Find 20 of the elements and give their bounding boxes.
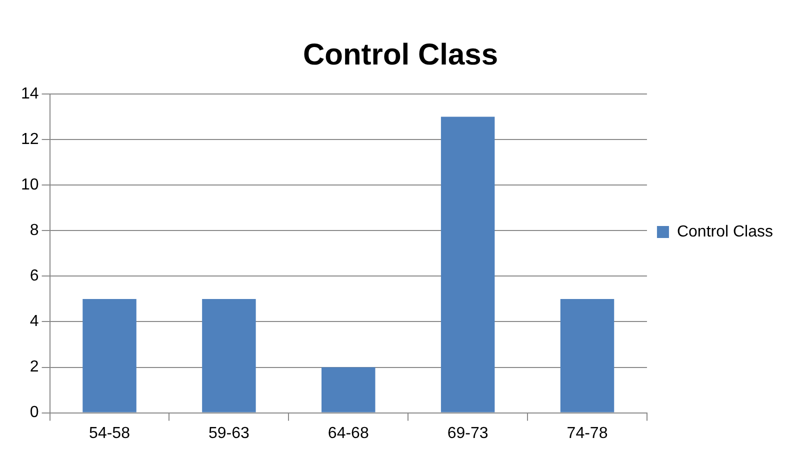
bar [560,298,614,412]
y-tick-label: 4 [30,313,39,330]
chart-title: Control Class [302,38,498,72]
bar [440,116,495,412]
bar [202,298,256,412]
x-tick-label: 54-58 [89,424,130,442]
x-tick-label: 74-78 [566,424,608,442]
x-tick-label: 64-68 [328,424,369,442]
y-tick-label: 14 [21,85,39,102]
x-tick-label: 59-63 [208,424,250,442]
y-tick-label: 0 [30,404,39,422]
y-tick-label: 12 [21,130,39,148]
y-tick-label: 10 [21,176,39,194]
y-tick-label: 6 [30,268,39,285]
y-tick-label: 8 [30,222,39,240]
bar [322,367,376,412]
x-tick-label: 69-73 [447,424,488,442]
legend-label: Control Class [676,223,773,240]
bar [82,298,136,412]
y-tick-label: 2 [30,358,39,376]
